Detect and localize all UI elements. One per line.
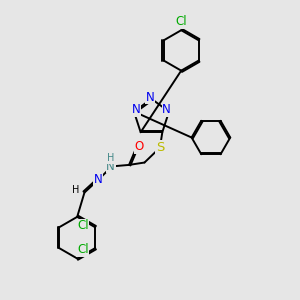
Text: N: N	[162, 103, 171, 116]
Text: Cl: Cl	[77, 243, 88, 256]
Text: Cl: Cl	[176, 15, 187, 28]
Text: N: N	[146, 91, 155, 103]
Text: N: N	[106, 160, 115, 172]
Text: H: H	[107, 153, 114, 164]
Text: N: N	[94, 173, 103, 186]
Text: S: S	[156, 141, 164, 154]
Text: O: O	[134, 140, 144, 153]
Text: Cl: Cl	[77, 219, 88, 232]
Text: H: H	[72, 184, 79, 195]
Text: N: N	[132, 103, 141, 116]
